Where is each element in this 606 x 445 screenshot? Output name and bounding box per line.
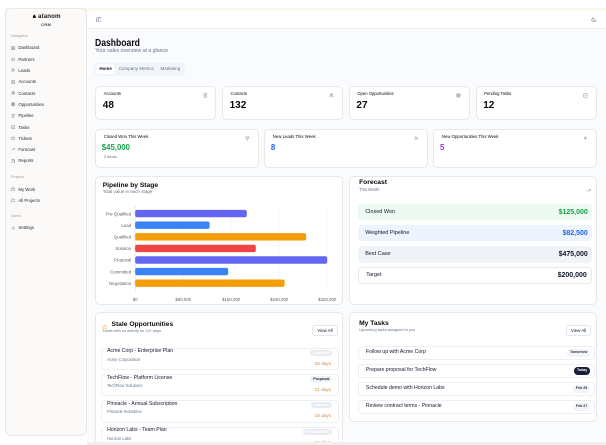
svg-text:$320,000: $320,000 [318,297,337,302]
svg-text:$80,000: $80,000 [175,297,191,302]
svg-text:Qualified: Qualified [114,235,132,240]
svg-text:Committed: Committed [110,269,132,274]
svg-text:Proposal: Proposal [114,258,131,263]
svg-text:$160,000: $160,000 [222,297,241,302]
svg-text:Solution: Solution [116,246,132,251]
svg-text:Negotiation: Negotiation [109,281,132,286]
svg-text:$0: $0 [133,297,138,302]
svg-text:Lead: Lead [122,223,132,228]
svg-text:$240,000: $240,000 [270,297,289,302]
svg-text:Pre-Qualified: Pre-Qualified [106,211,132,216]
